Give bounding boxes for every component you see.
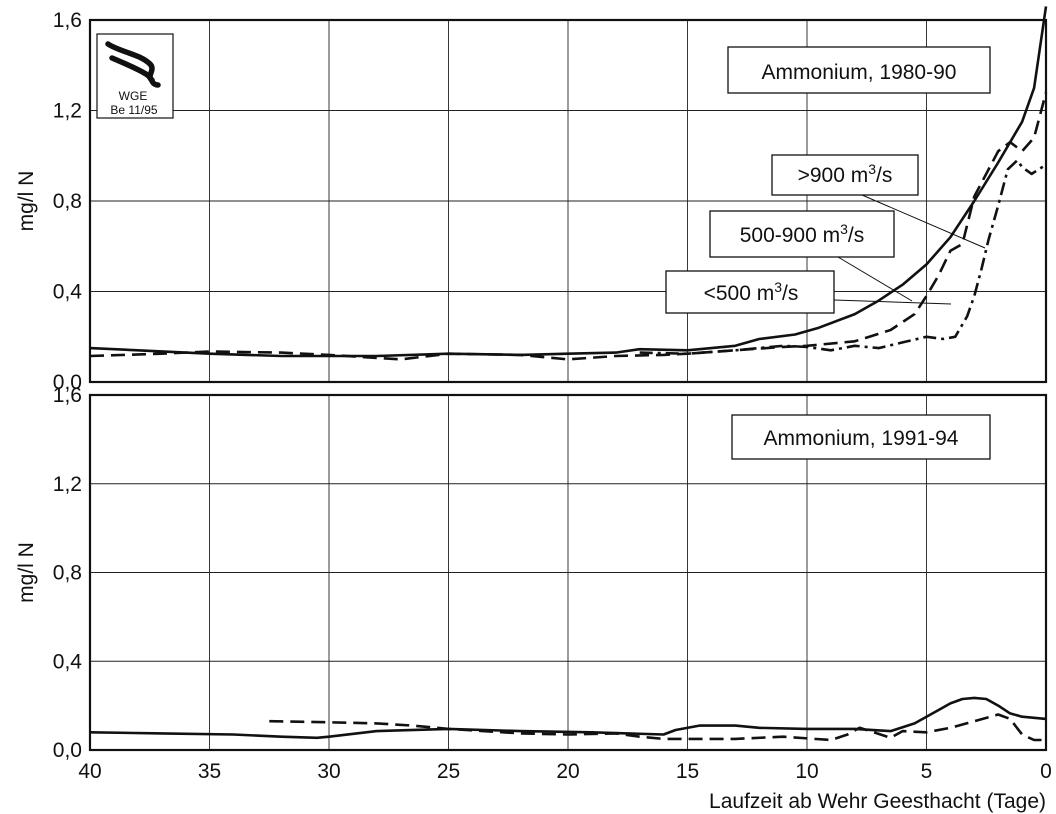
y-tick-label: 0,8 xyxy=(53,190,82,213)
y-tick-label: 1,6 xyxy=(53,9,82,32)
x-tick-label: 0 xyxy=(1040,760,1052,783)
series-label-tail: /s xyxy=(848,224,864,247)
x-tick-label: 15 xyxy=(676,760,699,783)
title-box xyxy=(731,414,991,460)
y-tick-label: 0,4 xyxy=(53,650,83,673)
chart-title: Ammonium, 1991-94 xyxy=(764,427,959,450)
wge-logo-icon xyxy=(109,55,161,88)
series-label-box xyxy=(771,154,919,196)
y-tick-label: 0,0 xyxy=(53,739,82,762)
series-label-main: 500-900 m xyxy=(740,224,840,247)
x-tick-label: 30 xyxy=(317,760,340,783)
y-tick-label: 1,2 xyxy=(53,473,82,496)
y-axis-label: mg/l N xyxy=(15,542,38,603)
logo-text: Be 11/95 xyxy=(110,103,157,117)
chart-title: Ammonium, 1980-90 xyxy=(762,61,957,84)
series-line-dashed xyxy=(89,92,1048,361)
series-label-box xyxy=(665,270,835,314)
series-line-solid xyxy=(89,6,1048,358)
series-label-tail: /s xyxy=(782,282,798,305)
series-label-box xyxy=(709,210,895,258)
y-tick-label: 0,0 xyxy=(53,371,82,394)
series-label-tail: /s xyxy=(876,164,892,187)
y-axis-label: mg/l N xyxy=(15,171,38,232)
x-axis-label: Laufzeit ab Wehr Geesthacht (Tage) xyxy=(709,790,1046,813)
series-leader-line xyxy=(837,256,913,302)
y-tick-label: 0,4 xyxy=(53,281,83,304)
series-line-dashdot xyxy=(639,159,1047,355)
y-tick-label: 1,6 xyxy=(53,384,82,407)
series-line-dashed xyxy=(269,713,1046,742)
x-tick-label: 10 xyxy=(795,760,818,783)
series-label-sup: 3 xyxy=(840,221,848,237)
series-line-solid xyxy=(89,696,1047,740)
y-tick-label: 1,2 xyxy=(53,100,82,123)
y-tick-label: 0,8 xyxy=(53,562,82,585)
x-tick-label: 40 xyxy=(78,760,101,783)
series-label: <500 m3/s xyxy=(704,279,799,305)
series-leader-line xyxy=(833,299,952,305)
series-label: 500-900 m3/s xyxy=(740,221,865,247)
plot-frame xyxy=(88,18,1048,384)
x-tick-label: 35 xyxy=(198,760,221,783)
series-label-sup: 3 xyxy=(774,279,782,295)
series-leader-line xyxy=(861,194,986,249)
logo-text: WGE xyxy=(119,89,148,103)
x-tick-label: 25 xyxy=(437,760,460,783)
x-tick-label: 5 xyxy=(921,760,933,783)
top-panel: 0,0 0,4 0,8 1,2 1,6 mg/l N Ammonium, 1980-90 WG… xyxy=(15,6,1048,394)
series-label-sup: 3 xyxy=(868,161,876,177)
series-label: >900 m3/s xyxy=(798,161,893,187)
plot-frame xyxy=(88,393,1048,752)
x-tick-label: 20 xyxy=(556,760,579,783)
series-label-main: <500 m xyxy=(704,282,775,305)
series-label-main: >900 m xyxy=(798,164,869,187)
bottom-panel: 0,0 0,4 0,8 1,2 1,6 mg/l N 40 35 30 25 20 15 10 5 0 Amm… xyxy=(15,384,1052,783)
title-box xyxy=(727,46,991,94)
